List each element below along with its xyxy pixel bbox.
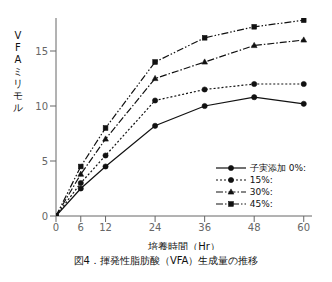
- html-text:45%:: 45%:: [249, 199, 273, 209]
- svg-text:15: 15: [35, 46, 48, 57]
- html-text:30%:: 30%:: [249, 187, 273, 197]
- svg-text:12: 12: [99, 222, 112, 233]
- svg-text:5: 5: [42, 156, 48, 167]
- html-text:子実添加 0%:: 子実添加 0%:: [249, 163, 306, 173]
- html-text:ミ: ミ: [13, 66, 23, 77]
- svg-text:6: 6: [78, 222, 84, 233]
- svg-text:0: 0: [42, 211, 48, 222]
- html-text:F: F: [15, 42, 21, 53]
- svg-text:24: 24: [149, 222, 162, 233]
- svg-text:36: 36: [198, 222, 211, 233]
- svg-text:48: 48: [248, 222, 261, 233]
- html-text:モ: モ: [13, 90, 23, 101]
- html-text:V: V: [14, 30, 22, 41]
- html-text:リ: リ: [13, 78, 23, 89]
- html-text:ル: ル: [13, 102, 23, 113]
- html-text:A: A: [14, 54, 22, 65]
- html-text:図4．揮発性脂肪酸（VFA）生成量の推移: 図4．揮発性脂肪酸（VFA）生成量の推移: [73, 255, 259, 266]
- svg-text:10: 10: [35, 101, 48, 112]
- svg-text:60: 60: [297, 222, 310, 233]
- html-text:15%:: 15%:: [249, 175, 273, 185]
- svg-text:培養時間（Hr）: 培養時間（Hr）: [147, 241, 220, 250]
- svg-text:0: 0: [53, 222, 59, 233]
